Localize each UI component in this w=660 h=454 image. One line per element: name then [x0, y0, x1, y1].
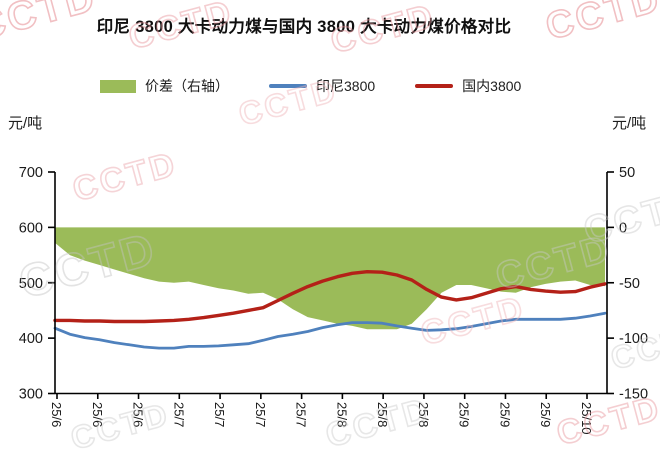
x-tick-label: 25/6	[131, 402, 146, 427]
left-tick-label: 400	[19, 331, 43, 347]
right-tick-label: -50	[619, 276, 640, 292]
x-tick-label: 25/7	[294, 402, 309, 427]
right-tick-label: -100	[619, 331, 648, 347]
x-tick-label: 25/8	[375, 402, 390, 427]
domestic-line-swatch	[415, 84, 454, 88]
indonesia-line-swatch	[269, 84, 307, 88]
x-tick-label: 25/8	[416, 402, 431, 427]
x-tick-label: 25/7	[171, 402, 186, 427]
right-tick-label: 50	[619, 165, 635, 181]
chart-title: 印尼 3800 大卡动力煤与国内 3800 大卡动力煤价格对比	[96, 18, 512, 36]
x-tick-label: 25/9	[538, 402, 553, 427]
x-tick-label: 25/7	[212, 402, 227, 427]
x-tick-label: 25/6	[49, 402, 64, 427]
right-axis-unit-label: 元/吨	[612, 115, 647, 132]
x-tick-label: 25/9	[497, 402, 512, 427]
price-gap-area-swatch	[100, 79, 136, 93]
x-tick-label: 25/7	[253, 402, 268, 427]
left-tick-label: 600	[19, 220, 43, 236]
legend-item-indonesia-3800: 印尼3800	[269, 76, 375, 96]
right-tick-label: -150	[619, 387, 648, 403]
left-axis-unit-label: 元/吨	[8, 115, 43, 132]
left-tick-label: 300	[19, 387, 43, 403]
x-tick-label: 25/6	[90, 402, 105, 427]
x-tick-label: 25/8	[334, 402, 349, 427]
legend: 价差（右轴） 印尼3800 国内3800	[100, 76, 521, 96]
x-tick-label: 25/10	[579, 402, 594, 435]
legend-label-domestic-3800: 国内3800	[462, 78, 522, 94]
legend-label-price-gap: 价差（右轴）	[145, 78, 229, 94]
left-tick-label: 700	[19, 165, 43, 181]
x-tick-label: 25/9	[457, 402, 472, 427]
domestic-3800-line	[53, 270, 607, 324]
left-tick-label: 500	[19, 276, 43, 292]
right-tick-label: 0	[619, 220, 627, 236]
indonesia-3800-line	[53, 311, 607, 350]
legend-label-indonesia-3800: 印尼3800	[316, 78, 376, 94]
legend-item-domestic-3800: 国内3800	[415, 76, 521, 96]
legend-item-price-gap: 价差（右轴）	[100, 76, 229, 96]
